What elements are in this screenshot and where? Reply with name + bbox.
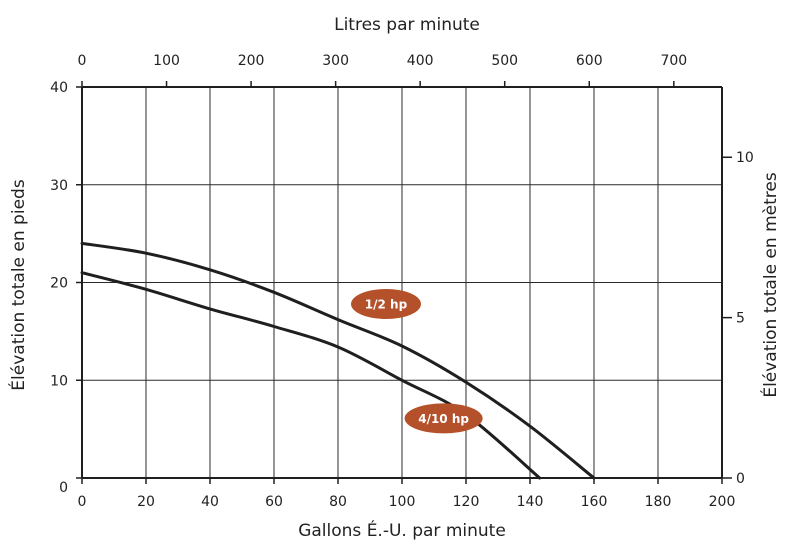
x-tick-label: 200 xyxy=(709,494,736,510)
x-tick-label: 0 xyxy=(78,494,87,510)
series-line-four-tenths-hp xyxy=(80,271,542,480)
y-tick-label: 40 xyxy=(50,80,68,96)
y2-tick-label: 5 xyxy=(736,311,745,327)
y2-tick-label: 10 xyxy=(736,150,754,166)
x-tick-label: 120 xyxy=(453,494,480,510)
series-badge-label: 1/2 hp xyxy=(365,298,408,312)
x2-tick-label: 0 xyxy=(78,53,87,69)
series-labels: 1/2 hp 4/10 hp xyxy=(351,289,483,434)
grid xyxy=(82,87,722,478)
x-tick-label: 40 xyxy=(201,494,219,510)
x-tick-label: 20 xyxy=(137,494,155,510)
x2-tick-label: 600 xyxy=(576,53,603,69)
y-tick-label: 30 xyxy=(50,178,68,194)
x2-tick-label: 200 xyxy=(238,53,265,69)
series-badge xyxy=(404,403,483,434)
y2-axis-title: Élévation totale en mètres xyxy=(759,172,781,398)
x-tick-label: 100 xyxy=(389,494,416,510)
x2-tick-label: 700 xyxy=(660,53,687,69)
x-tick-label: 80 xyxy=(329,494,347,510)
tick-marks xyxy=(76,81,732,484)
x-axis-title: Gallons É.-U. par minute xyxy=(298,519,506,541)
x-tick-label: 180 xyxy=(645,494,672,510)
y2-tick-label: 0 xyxy=(736,471,745,487)
x-tick-label: 140 xyxy=(517,494,544,510)
x2-tick-label: 400 xyxy=(407,53,434,69)
x2-axis-title: Litres par minute xyxy=(334,15,480,35)
y-tick-label: 10 xyxy=(50,373,68,389)
series-line-half-hp xyxy=(80,241,596,480)
x2-tick-label: 500 xyxy=(491,53,518,69)
y-tick-label: 20 xyxy=(50,276,68,292)
y-axis-title: Élévation totale en pieds xyxy=(7,179,29,391)
x-tick-label: 160 xyxy=(581,494,608,510)
y-tick-label: 0 xyxy=(59,480,68,496)
x2-tick-label: 300 xyxy=(322,53,349,69)
x-tick-label: 60 xyxy=(265,494,283,510)
series-badge-label: 4/10 hp xyxy=(418,412,469,426)
x2-tick-label: 100 xyxy=(153,53,180,69)
series-badge xyxy=(351,289,421,320)
